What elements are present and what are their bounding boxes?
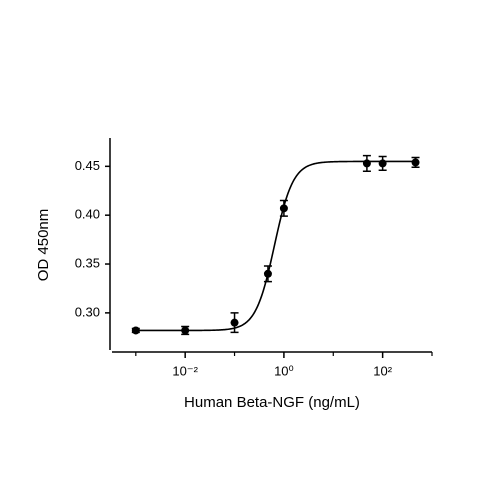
data-point [131,326,140,335]
x-tick-label: 10⁻² [172,363,198,378]
x-axis-title: Human Beta-NGF (ng/mL) [184,394,360,411]
data-point [263,269,272,278]
x-tick-label: 10² [373,363,392,378]
x-tick-label: 10⁰ [274,363,294,378]
y-tick-label: 0.40 [75,207,100,222]
data-point [362,159,371,168]
y-tick-label: 0.45 [75,158,100,173]
data-point [279,204,288,213]
y-tick-label: 0.35 [75,255,100,270]
y-axis-title: OD 450nm [35,209,52,282]
y-tick-label: 0.30 [75,304,100,319]
data-point [230,318,239,327]
data-point [378,159,387,168]
data-point [181,326,190,335]
fit-curve [133,160,419,332]
data-point [411,158,420,167]
